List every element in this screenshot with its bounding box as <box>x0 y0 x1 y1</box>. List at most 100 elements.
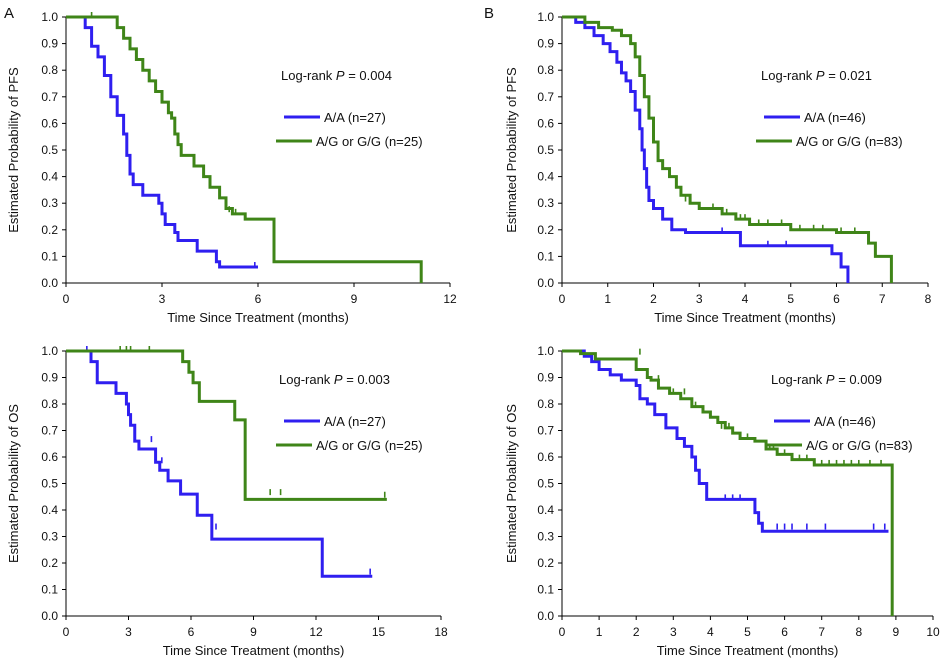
y-tick-label: 0.2 <box>41 556 58 570</box>
x-tick-label: 3 <box>696 292 703 306</box>
legend-label-b: A/G or G/G (n=25) <box>316 134 423 149</box>
y-tick-label: 0.3 <box>41 530 58 544</box>
annotation-prefix: Log-rank <box>761 68 816 83</box>
y-tick-label: 0.1 <box>537 249 554 263</box>
legend-label-b: A/G or G/G (n=83) <box>796 134 903 149</box>
y-tick-label: 0.6 <box>41 116 58 130</box>
y-axis-label: Estimated Probability of PFS <box>6 67 21 233</box>
annotation-value: = 0.009 <box>835 372 882 387</box>
y-tick-label: 0.1 <box>41 583 58 597</box>
x-tick-label: 12 <box>309 625 323 639</box>
y-tick-label: 0.0 <box>537 276 554 290</box>
y-axis-label: Estimated Probability of PFS <box>504 67 519 233</box>
km-curve-a <box>66 349 373 578</box>
log-rank-annotation: Log-rank P = 0.009 <box>771 372 882 387</box>
x-tick-label: 1 <box>596 625 603 639</box>
y-tick-label: 0.6 <box>41 450 58 464</box>
x-tick-label: 9 <box>893 625 900 639</box>
y-tick-label: 0.5 <box>41 477 58 491</box>
x-tick-label: 0 <box>63 292 70 306</box>
x-tick-label: 2 <box>633 625 640 639</box>
y-tick-label: 0.7 <box>537 90 554 104</box>
x-tick-label: 5 <box>744 625 751 639</box>
annotation-prefix: Log-rank <box>281 68 336 83</box>
y-tick-label: 0.8 <box>537 63 554 77</box>
chart-panel-1: A 0.0 0.1 0.2 0.3 0.4 0.5 0.6 0.7 0.8 0.9 1.0 0 3 6 9 12… <box>4 5 457 325</box>
x-tick-label: 0 <box>559 625 566 639</box>
km-curve-b <box>562 349 894 616</box>
x-tick-label: 3 <box>159 292 166 306</box>
y-tick-label: 0.8 <box>41 63 58 77</box>
y-tick-label: 0.5 <box>41 143 58 157</box>
chart-panel-4: 0.0 0.1 0.2 0.3 0.4 0.5 0.6 0.7 0.8 0.9 1.0 0 1 2 3 4 5 6… <box>504 344 940 658</box>
y-tick-label: 0.5 <box>537 143 554 157</box>
x-axis-label: Time Since Treatment (months) <box>654 310 836 325</box>
x-tick-label: 6 <box>255 292 262 306</box>
legend-label-b: A/G or G/G (n=83) <box>806 438 913 453</box>
y-tick-label: 0.4 <box>41 170 58 184</box>
y-tick-label: 1.0 <box>41 10 58 24</box>
annotation-stat: P <box>336 68 345 83</box>
y-tick-label: 0.3 <box>537 196 554 210</box>
x-tick-label: 6 <box>833 292 840 306</box>
y-tick-label: 1.0 <box>41 344 58 358</box>
km-curve-a <box>562 15 850 283</box>
log-rank-annotation: Log-rank P = 0.003 <box>279 372 390 387</box>
y-tick-label: 0.3 <box>537 530 554 544</box>
y-tick-label: 0.9 <box>537 37 554 51</box>
y-tick-label: 1.0 <box>537 344 554 358</box>
y-tick-label: 0.6 <box>537 116 554 130</box>
legend-label-a: A/A (n=46) <box>804 110 866 125</box>
x-tick-label: 7 <box>818 625 825 639</box>
y-tick-label: 0.6 <box>537 450 554 464</box>
y-tick-label: 0.4 <box>41 503 58 517</box>
annotation-stat: P <box>334 372 343 387</box>
panel-label: A <box>4 5 14 22</box>
x-tick-label: 1 <box>604 292 611 306</box>
y-tick-label: 0.7 <box>41 90 58 104</box>
x-axis-label: Time Since Treatment (months) <box>163 643 345 658</box>
x-axis-label: Time Since Treatment (months) <box>657 643 839 658</box>
y-tick-label: 0.9 <box>41 371 58 385</box>
x-tick-label: 0 <box>63 625 70 639</box>
km-curve-b <box>66 15 423 283</box>
km-curve-a <box>562 349 889 533</box>
legend-label-a: A/A (n=27) <box>324 110 386 125</box>
legend-label-b: A/G or G/G (n=25) <box>316 438 423 453</box>
y-axis-label: Estimated Probability of OS <box>6 404 21 563</box>
annotation-value: = 0.004 <box>345 68 392 83</box>
y-axis-label: Estimated Probability of OS <box>504 404 519 563</box>
chart-panel-3: 0.0 0.1 0.2 0.3 0.4 0.5 0.6 0.7 0.8 0.9 1.0 0 3 6 9 12 1… <box>6 344 448 658</box>
x-tick-label: 9 <box>351 292 358 306</box>
x-tick-label: 15 <box>372 625 386 639</box>
km-curve-b <box>66 349 387 501</box>
x-tick-label: 2 <box>650 292 657 306</box>
log-rank-annotation: Log-rank P = 0.021 <box>761 68 872 83</box>
x-axis-label: Time Since Treatment (months) <box>167 310 349 325</box>
y-tick-label: 0.2 <box>537 223 554 237</box>
legend-label-a: A/A (n=46) <box>814 414 876 429</box>
y-tick-label: 0.0 <box>537 609 554 623</box>
annotation-stat: P <box>816 68 825 83</box>
x-tick-label: 8 <box>855 625 862 639</box>
x-tick-label: 10 <box>926 625 940 639</box>
y-tick-label: 0.2 <box>41 223 58 237</box>
y-tick-label: 0.9 <box>537 371 554 385</box>
y-tick-label: 0.0 <box>41 609 58 623</box>
x-tick-label: 5 <box>787 292 794 306</box>
y-tick-label: 0.3 <box>41 196 58 210</box>
x-tick-label: 9 <box>250 625 257 639</box>
y-tick-label: 0.7 <box>537 424 554 438</box>
x-tick-label: 0 <box>559 292 566 306</box>
y-tick-label: 0.9 <box>41 37 58 51</box>
x-tick-label: 18 <box>434 625 448 639</box>
x-tick-label: 6 <box>781 625 788 639</box>
y-tick-label: 0.8 <box>537 397 554 411</box>
km-curve-a <box>66 15 258 269</box>
y-tick-label: 0.0 <box>41 276 58 290</box>
annotation-value: = 0.003 <box>343 372 390 387</box>
x-tick-label: 3 <box>670 625 677 639</box>
y-tick-label: 0.8 <box>41 397 58 411</box>
km-curve-b <box>562 15 893 283</box>
